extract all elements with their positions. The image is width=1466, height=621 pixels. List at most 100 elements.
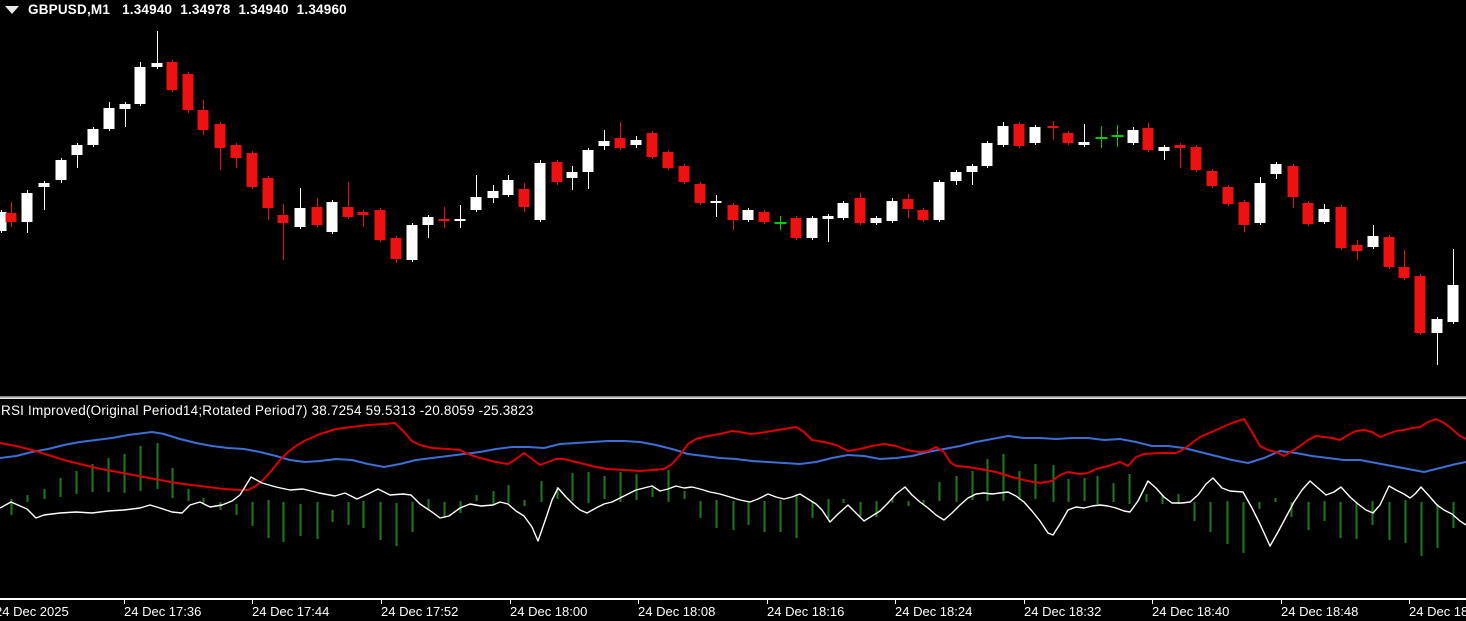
candle[interactable] bbox=[295, 188, 306, 229]
candle[interactable] bbox=[1271, 162, 1282, 179]
candle[interactable] bbox=[1319, 204, 1330, 224]
candle[interactable] bbox=[998, 122, 1009, 147]
candle[interactable] bbox=[1048, 121, 1059, 140]
candle[interactable] bbox=[503, 175, 514, 197]
candle[interactable] bbox=[552, 160, 563, 185]
candle[interactable] bbox=[1191, 145, 1202, 172]
candle[interactable] bbox=[198, 100, 209, 135]
candle[interactable] bbox=[679, 164, 690, 184]
candle[interactable] bbox=[599, 130, 610, 150]
candle[interactable] bbox=[391, 236, 402, 263]
candle[interactable] bbox=[855, 193, 866, 225]
candle[interactable] bbox=[1239, 200, 1250, 232]
candle[interactable] bbox=[167, 60, 178, 92]
candle[interactable] bbox=[951, 170, 962, 185]
candle[interactable] bbox=[791, 216, 802, 240]
candle[interactable] bbox=[1143, 123, 1154, 152]
candle[interactable] bbox=[663, 150, 674, 170]
candle[interactable] bbox=[647, 131, 658, 159]
indicator-line-red bbox=[0, 419, 1466, 490]
candle[interactable] bbox=[728, 203, 739, 230]
candle[interactable] bbox=[887, 198, 898, 223]
candle[interactable] bbox=[759, 210, 770, 224]
candle[interactable] bbox=[455, 205, 466, 228]
candle[interactable] bbox=[567, 166, 578, 190]
candle[interactable] bbox=[1096, 126, 1108, 148]
symbol-period: GBPUSD,M1 bbox=[28, 2, 110, 17]
candle[interactable] bbox=[1303, 201, 1314, 226]
candle[interactable] bbox=[88, 127, 99, 147]
candle[interactable] bbox=[519, 183, 530, 212]
candle[interactable] bbox=[1207, 169, 1218, 188]
candle[interactable] bbox=[1448, 249, 1459, 324]
candle[interactable] bbox=[615, 122, 626, 150]
candle[interactable] bbox=[1030, 125, 1041, 145]
candle[interactable] bbox=[327, 200, 338, 234]
candle[interactable] bbox=[1079, 124, 1090, 147]
candle[interactable] bbox=[695, 182, 706, 205]
candle[interactable] bbox=[247, 151, 258, 189]
candle[interactable] bbox=[1288, 164, 1299, 208]
candle[interactable] bbox=[215, 122, 226, 170]
candle[interactable] bbox=[104, 102, 115, 131]
candle[interactable] bbox=[6, 202, 17, 227]
candle[interactable] bbox=[423, 215, 434, 238]
candle[interactable] bbox=[263, 176, 274, 220]
candle[interactable] bbox=[22, 190, 33, 233]
candle[interactable] bbox=[903, 194, 914, 218]
candle[interactable] bbox=[1336, 205, 1347, 250]
candle[interactable] bbox=[631, 136, 642, 148]
candle[interactable] bbox=[583, 148, 594, 189]
pane-separator[interactable] bbox=[0, 396, 1466, 399]
candle[interactable] bbox=[982, 141, 993, 168]
candle[interactable] bbox=[1368, 225, 1379, 249]
quote-low: 1.34940 bbox=[238, 2, 288, 17]
candle-body bbox=[327, 202, 338, 232]
candle[interactable] bbox=[488, 185, 499, 203]
candle[interactable] bbox=[72, 143, 83, 168]
candle[interactable] bbox=[278, 204, 289, 260]
candle[interactable] bbox=[1399, 250, 1410, 280]
candle[interactable] bbox=[1223, 185, 1234, 206]
candle[interactable] bbox=[1063, 131, 1074, 145]
candle[interactable] bbox=[1432, 317, 1443, 365]
candle[interactable] bbox=[1159, 145, 1170, 160]
chart-canvas[interactable] bbox=[0, 0, 1466, 621]
candle[interactable] bbox=[439, 207, 450, 228]
candle[interactable] bbox=[1112, 125, 1124, 147]
candle[interactable] bbox=[535, 160, 546, 222]
candle[interactable] bbox=[1014, 122, 1025, 148]
candle[interactable] bbox=[152, 31, 163, 69]
candle-body bbox=[791, 218, 802, 238]
candle[interactable] bbox=[743, 208, 754, 222]
candle[interactable] bbox=[39, 181, 50, 210]
candle[interactable] bbox=[1384, 235, 1395, 269]
candle[interactable] bbox=[918, 208, 929, 222]
candle[interactable] bbox=[775, 216, 787, 230]
candle-body bbox=[56, 160, 67, 180]
candle[interactable] bbox=[1128, 127, 1139, 145]
candle[interactable] bbox=[1352, 240, 1363, 260]
candle[interactable] bbox=[120, 102, 131, 127]
candle[interactable] bbox=[231, 143, 242, 168]
candle[interactable] bbox=[1415, 274, 1426, 335]
candle[interactable] bbox=[1175, 143, 1186, 168]
candle[interactable] bbox=[471, 175, 482, 212]
candle[interactable] bbox=[838, 201, 849, 220]
candle[interactable] bbox=[183, 72, 194, 113]
candle[interactable] bbox=[375, 208, 386, 242]
candle[interactable] bbox=[1255, 177, 1266, 225]
candle[interactable] bbox=[807, 216, 818, 240]
candle[interactable] bbox=[312, 198, 323, 227]
candle[interactable] bbox=[407, 223, 418, 262]
candle[interactable] bbox=[56, 158, 67, 183]
candle[interactable] bbox=[343, 182, 354, 219]
time-axis[interactable]: 24 Dec 202524 Dec 17:3624 Dec 17:4424 De… bbox=[0, 598, 1466, 621]
candle[interactable] bbox=[823, 214, 834, 242]
candle[interactable] bbox=[711, 195, 722, 217]
candle[interactable] bbox=[358, 210, 369, 227]
candle[interactable] bbox=[967, 164, 978, 185]
candle[interactable] bbox=[135, 62, 146, 106]
candle[interactable] bbox=[934, 180, 945, 222]
candle[interactable] bbox=[871, 216, 882, 225]
